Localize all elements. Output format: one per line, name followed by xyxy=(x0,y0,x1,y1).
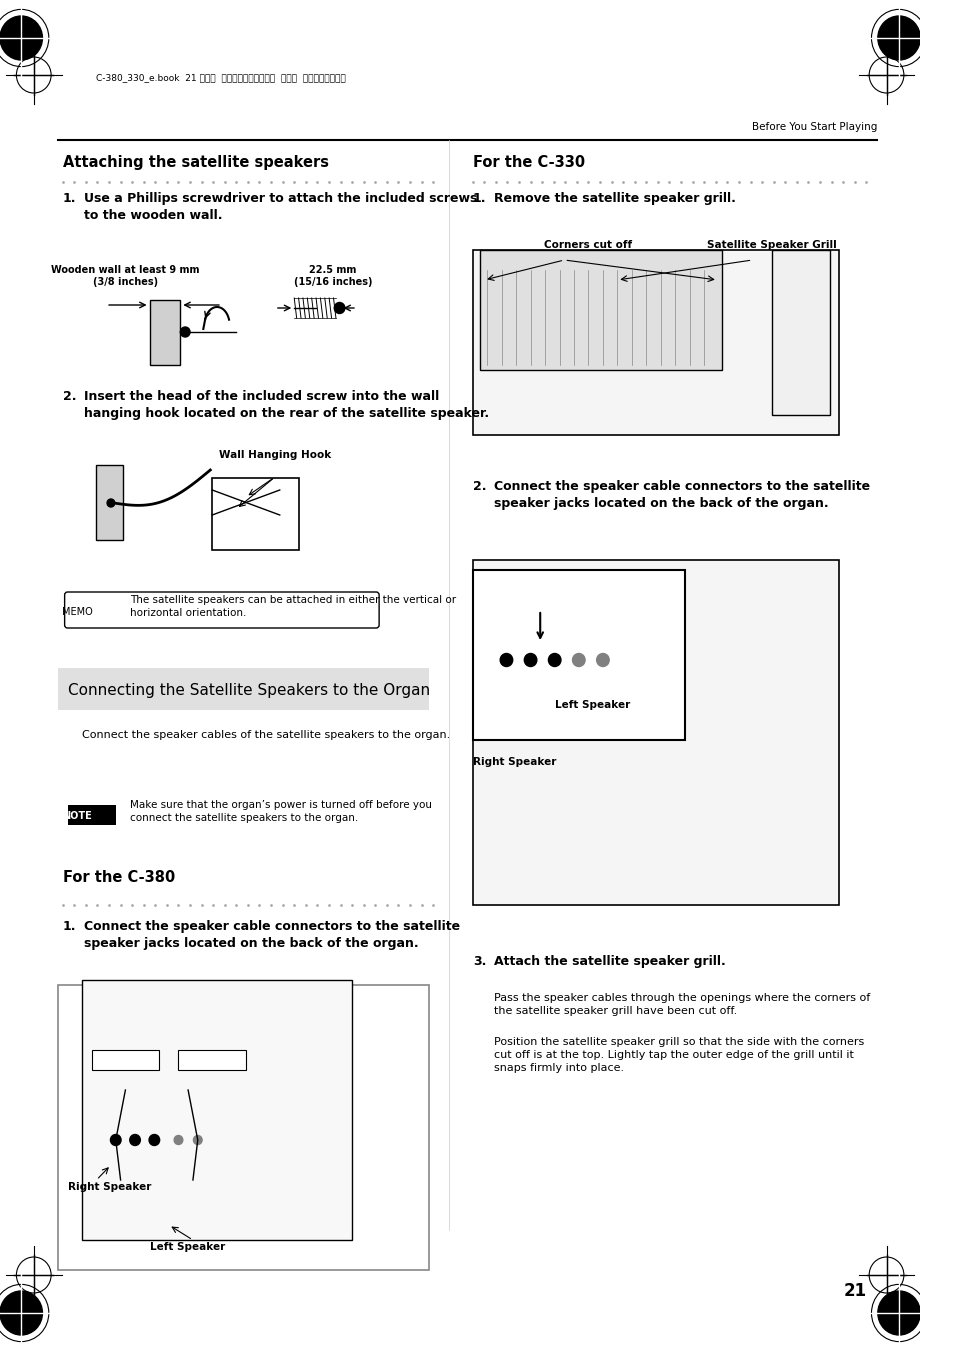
Text: Remove the satellite speaker grill.: Remove the satellite speaker grill. xyxy=(494,192,735,205)
Circle shape xyxy=(193,1135,202,1144)
FancyBboxPatch shape xyxy=(58,985,429,1270)
Text: Before You Start Playing: Before You Start Playing xyxy=(751,122,876,132)
Circle shape xyxy=(0,1292,42,1335)
Circle shape xyxy=(524,654,537,666)
Text: Satellite Speaker Grill: Satellite Speaker Grill xyxy=(706,240,836,250)
FancyBboxPatch shape xyxy=(91,1050,159,1070)
Text: The satellite speakers can be attached in either the vertical or
horizontal orie: The satellite speakers can be attached i… xyxy=(131,594,456,619)
Circle shape xyxy=(180,327,190,336)
Text: Connect the speaker cable connectors to the satellite
speaker jacks located on t: Connect the speaker cable connectors to … xyxy=(84,920,459,950)
Text: Make sure that the organ’s power is turned off before you
connect the satellite : Make sure that the organ’s power is turn… xyxy=(131,800,432,823)
FancyBboxPatch shape xyxy=(472,250,839,435)
FancyBboxPatch shape xyxy=(65,592,378,628)
FancyBboxPatch shape xyxy=(150,300,180,365)
Text: Pass the speaker cables through the openings where the corners of
the satellite : Pass the speaker cables through the open… xyxy=(494,993,869,1016)
Text: Corners cut off: Corners cut off xyxy=(544,240,632,250)
Text: Position the satellite speaker grill so that the side with the corners
cut off i: Position the satellite speaker grill so … xyxy=(494,1038,863,1074)
Text: Left Speaker: Left Speaker xyxy=(554,700,629,711)
Text: Wall Hanging Hook: Wall Hanging Hook xyxy=(218,450,331,459)
Text: Left Speaker: Left Speaker xyxy=(150,1242,225,1252)
Circle shape xyxy=(107,499,114,507)
FancyBboxPatch shape xyxy=(68,805,115,825)
Text: For the C-330: For the C-330 xyxy=(472,155,584,170)
Text: Attaching the satellite speakers: Attaching the satellite speakers xyxy=(63,155,329,170)
Circle shape xyxy=(572,654,584,666)
FancyBboxPatch shape xyxy=(212,478,298,550)
FancyBboxPatch shape xyxy=(96,465,123,540)
Text: 1.: 1. xyxy=(63,920,76,934)
Text: 21: 21 xyxy=(843,1282,866,1300)
Circle shape xyxy=(0,16,42,59)
FancyBboxPatch shape xyxy=(82,979,352,1240)
Text: Insert the head of the included screw into the wall
hanging hook located on the : Insert the head of the included screw in… xyxy=(84,390,489,420)
Circle shape xyxy=(499,654,512,666)
Text: 22.5 mm
(15/16 inches): 22.5 mm (15/16 inches) xyxy=(294,265,372,288)
Circle shape xyxy=(174,1135,183,1144)
Text: Wooden wall at least 9 mm
(3/8 inches): Wooden wall at least 9 mm (3/8 inches) xyxy=(51,265,199,288)
FancyBboxPatch shape xyxy=(472,561,839,905)
Text: Right Speaker: Right Speaker xyxy=(68,1182,151,1192)
FancyBboxPatch shape xyxy=(771,250,829,415)
Text: 1.: 1. xyxy=(472,192,486,205)
FancyBboxPatch shape xyxy=(58,667,429,711)
Text: Connecting the Satellite Speakers to the Organ: Connecting the Satellite Speakers to the… xyxy=(68,684,429,698)
Circle shape xyxy=(877,16,920,59)
Text: 1.: 1. xyxy=(63,192,76,205)
Text: Right Speaker: Right Speaker xyxy=(472,757,556,767)
Circle shape xyxy=(130,1135,140,1146)
Text: Use a Phillips screwdriver to attach the included screws
to the wooden wall.: Use a Phillips screwdriver to attach the… xyxy=(84,192,476,222)
Text: 2.: 2. xyxy=(472,480,486,493)
FancyBboxPatch shape xyxy=(472,570,684,740)
Text: NOTE: NOTE xyxy=(62,811,91,821)
Text: MEMO: MEMO xyxy=(62,607,92,617)
Text: 2.: 2. xyxy=(63,390,76,403)
FancyBboxPatch shape xyxy=(480,250,720,370)
Text: 3.: 3. xyxy=(472,955,486,969)
Circle shape xyxy=(149,1135,159,1146)
Circle shape xyxy=(111,1135,121,1146)
Circle shape xyxy=(877,1292,920,1335)
Circle shape xyxy=(596,654,609,666)
FancyBboxPatch shape xyxy=(178,1050,246,1070)
Text: Connect the speaker cables of the satellite speakers to the organ.: Connect the speaker cables of the satell… xyxy=(82,730,450,740)
Circle shape xyxy=(334,303,345,313)
Text: Attach the satellite speaker grill.: Attach the satellite speaker grill. xyxy=(494,955,725,969)
Text: Connect the speaker cable connectors to the satellite
speaker jacks located on t: Connect the speaker cable connectors to … xyxy=(494,480,869,509)
Text: For the C-380: For the C-380 xyxy=(63,870,174,885)
Circle shape xyxy=(548,654,560,666)
Text: C-380_330_e.book  21 ページ  ２０１０年４月２８日  水曜日  午後１０時１１分: C-380_330_e.book 21 ページ ２０１０年４月２８日 水曜日 午… xyxy=(96,73,346,82)
